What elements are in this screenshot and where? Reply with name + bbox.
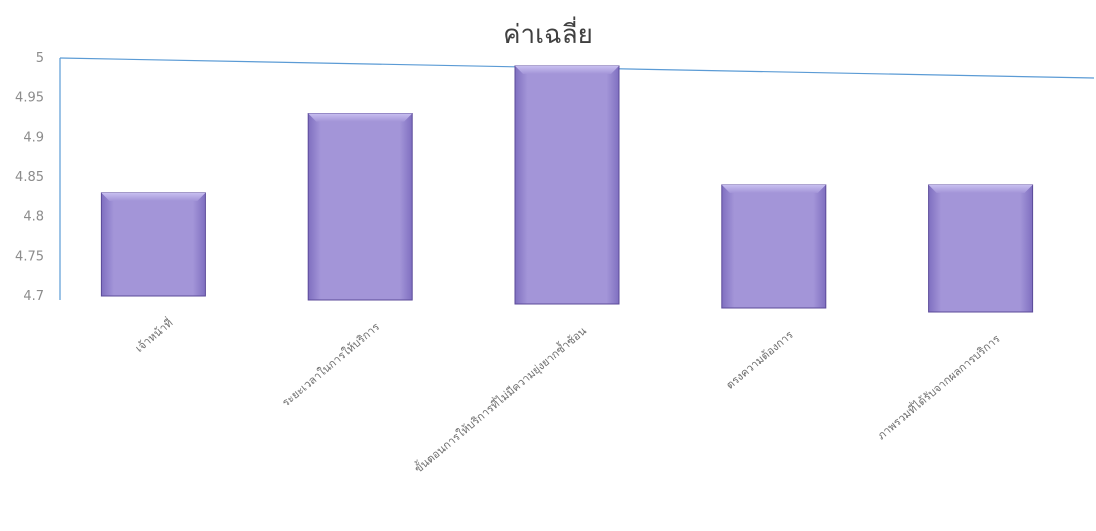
y-tick-label: 4.7 (23, 289, 44, 304)
bar (514, 65, 620, 305)
y-tick-label: 4.95 (15, 91, 44, 106)
bar-body (514, 65, 620, 305)
x-category-label: ระยะเวลาในการให้บริการ (280, 320, 383, 409)
bar-bevel (308, 113, 413, 122)
bar-body (100, 192, 206, 297)
y-tick-label: 4.9 (23, 130, 44, 145)
x-category-label: ภาพรวมที่ได้รับจากผลการบริการ (874, 331, 1003, 443)
bar-bevel (515, 65, 619, 74)
y-tick-label: 5 (36, 51, 44, 66)
y-tick-label: 4.75 (15, 249, 44, 264)
bar-body (721, 184, 827, 309)
chart-title: ค่าเฉลี่ย (503, 20, 593, 50)
bar-bevel (721, 184, 826, 193)
x-category-label: เจ้าหน้าที่ (132, 315, 176, 355)
bar-body (928, 184, 1034, 313)
y-tick-label: 4.85 (15, 170, 44, 185)
bar (307, 113, 413, 301)
x-category-label: ตรงความต้องการ (724, 328, 796, 392)
bar (928, 184, 1034, 313)
bar (100, 192, 206, 297)
y-tick-label: 4.8 (23, 210, 44, 225)
bar (721, 184, 827, 309)
bar-body (307, 113, 413, 301)
bar-bevel (928, 184, 1033, 193)
bar-bevel (101, 192, 206, 201)
x-category-label: ขั้นตอนการให้บริการที่ไม่มีความยุ่งยากซ้… (411, 323, 589, 476)
